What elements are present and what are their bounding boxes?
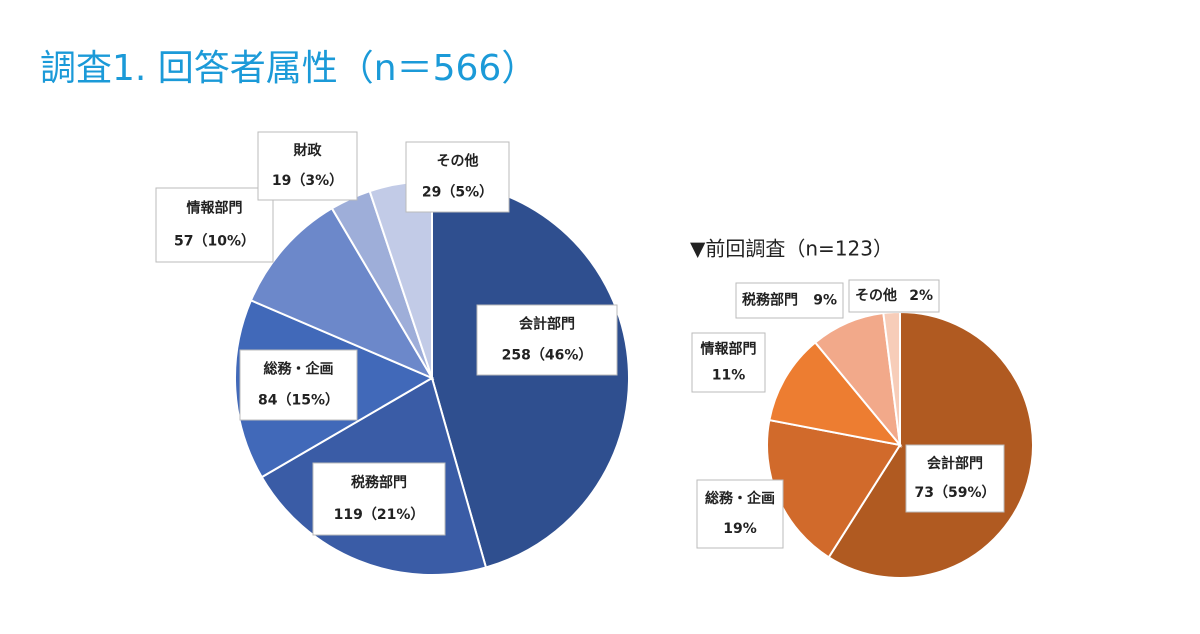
value-label: 11% (712, 367, 746, 383)
callout-box (691, 332, 766, 393)
callout-box (257, 131, 358, 201)
callout-box (405, 141, 510, 213)
category-label: 税務部門 (351, 474, 407, 491)
category-label: 会計部門 (519, 316, 575, 333)
category-label: 情報部門 (701, 341, 757, 358)
category-label: 総務・企画 (705, 490, 775, 507)
value-label: 19% (723, 521, 757, 537)
value-label: 29（5%） (422, 184, 493, 200)
category-label: その他 (437, 153, 479, 170)
value-label: 84（15%） (258, 392, 339, 408)
category-label: 総務・企画 (264, 361, 334, 378)
page-title: 調査1. 回答者属性（n＝566） (40, 48, 537, 89)
value-label: 73（59%） (915, 485, 996, 501)
category-label: 会計部門 (927, 455, 983, 472)
value-label: 2% (909, 288, 933, 304)
callout-box (476, 304, 618, 376)
value-label: 9% (813, 293, 837, 309)
category-label: 情報部門 (187, 200, 243, 217)
pie-slice (768, 341, 903, 447)
callout-box (155, 187, 274, 263)
callout-box (848, 279, 940, 313)
value-label: 19（3%） (272, 173, 343, 189)
chart-title: ▼前回調査（n=123） (690, 237, 893, 261)
callout-box (696, 479, 784, 549)
category-label: 税務部門 (742, 292, 798, 309)
value-label: 258（46%） (502, 347, 593, 363)
callout-box (735, 282, 844, 319)
callout-box (905, 444, 1005, 513)
callout-box (239, 349, 358, 421)
category-label: 財政 (293, 142, 323, 159)
value-label: 57（10%） (174, 233, 255, 249)
category-label: その他 (855, 287, 897, 304)
pie-slice (249, 206, 435, 381)
callout-box (312, 462, 446, 536)
value-label: 119（21%） (334, 507, 425, 523)
